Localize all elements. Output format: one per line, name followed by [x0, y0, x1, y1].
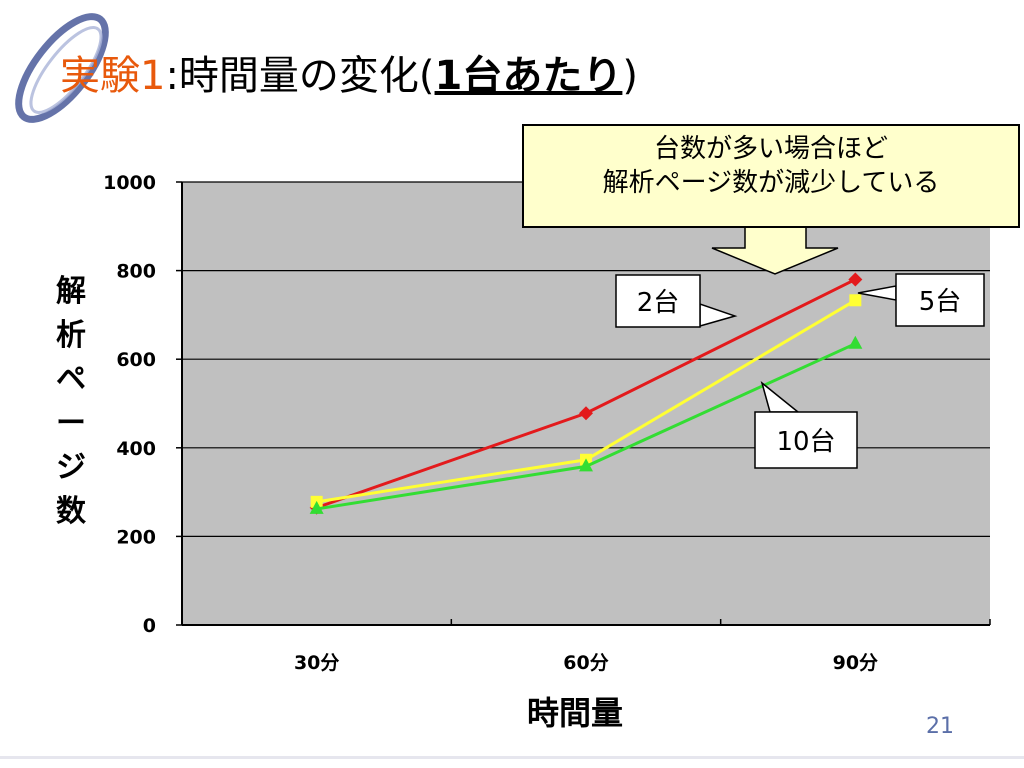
y-tick-label: 400 [116, 438, 156, 460]
y-tick-label: 800 [116, 261, 156, 283]
data-point [579, 406, 593, 421]
y-tick-labels: 0 200 400 600 800 1000 [103, 172, 156, 637]
y-axis-label-char: ジ [56, 450, 86, 485]
data-point [848, 335, 863, 349]
x-tick-label: 90分 [833, 652, 878, 674]
y-axis-label-char: 数 [56, 494, 86, 529]
slide-title: 実験1:時間量の変化(1台あたり) [60, 52, 638, 100]
swoosh-logo [15, 13, 109, 123]
y-tick-label: 1000 [103, 172, 156, 194]
data-point [309, 500, 324, 514]
y-axis-label-char: 解 [56, 274, 86, 309]
series-label-2: 2台 [637, 288, 680, 318]
data-point [849, 294, 862, 307]
swoosh-logo-inner [29, 26, 103, 114]
y-tick-label: 600 [116, 349, 156, 371]
y-axis-label: 解析ページ数 [46, 270, 96, 534]
plot-area [182, 182, 990, 625]
y-tick-label: 200 [116, 526, 156, 548]
data-point [579, 458, 593, 472]
series-lines [309, 272, 863, 515]
x-tick-labels: 30分 60分 90分 [294, 652, 878, 674]
x-tick-label: 60分 [563, 652, 608, 674]
callout-line-2: 解析ページ数が減少している [602, 168, 940, 198]
footer-divider [0, 756, 1024, 759]
title-suffix: ) [622, 53, 638, 99]
axes [176, 181, 991, 626]
series-label-10: 10台 [776, 427, 835, 457]
series-label-5: 5台 [919, 287, 962, 317]
title-emphasis: 1台あたり [434, 53, 623, 99]
series-label-box-5 [895, 273, 985, 327]
series-label-box-10 [754, 411, 858, 469]
y-axis-label-char: 析 [56, 318, 86, 353]
series-label-box-2 [615, 274, 701, 328]
y-axis-label-char: ペ [56, 362, 86, 397]
y-tick-label: 0 [143, 615, 156, 637]
x-axis-label: 時間量 [527, 694, 624, 732]
callout-line-1: 台数が多い場合ほど [653, 134, 888, 164]
annotation-callout: 台数が多い場合ほど 解析ページ数が減少している [522, 124, 1020, 228]
title-prefix: 実験1 [60, 53, 166, 99]
page-number: 21 [926, 714, 954, 739]
title-middle: :時間量の変化( [165, 53, 435, 99]
data-point [848, 272, 863, 287]
x-tick-label: 30分 [294, 652, 339, 674]
y-axis-label-char: ー [56, 406, 86, 441]
